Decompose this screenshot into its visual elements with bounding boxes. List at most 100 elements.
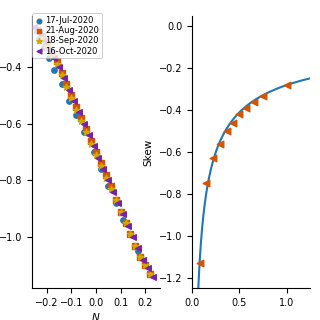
21-Aug-2020 <box>148 271 153 276</box>
Point <box>244 106 249 111</box>
17-Jul-2020 <box>121 218 126 223</box>
21-Aug-2020 <box>84 127 89 132</box>
17-Jul-2020 <box>66 99 71 104</box>
16-Oct-2020 <box>32 25 37 30</box>
16-Oct-2020 <box>125 223 131 228</box>
16-Oct-2020 <box>145 266 150 271</box>
X-axis label: N: N <box>92 313 100 320</box>
17-Jul-2020 <box>143 263 148 268</box>
21-Aug-2020 <box>34 28 39 33</box>
18-Sep-2020 <box>108 186 113 191</box>
18-Sep-2020 <box>118 209 123 214</box>
17-Jul-2020 <box>52 67 57 72</box>
18-Sep-2020 <box>34 28 39 33</box>
17-Jul-2020 <box>128 232 133 237</box>
18-Sep-2020 <box>69 96 74 101</box>
17-Jul-2020 <box>74 113 79 118</box>
18-Sep-2020 <box>49 53 54 58</box>
21-Aug-2020 <box>98 161 103 166</box>
18-Sep-2020 <box>59 73 64 78</box>
21-Aug-2020 <box>128 232 133 237</box>
18-Sep-2020 <box>44 44 49 50</box>
18-Sep-2020 <box>138 254 143 260</box>
17-Jul-2020 <box>91 149 96 155</box>
21-Aug-2020 <box>44 42 49 47</box>
17-Jul-2020 <box>59 81 64 86</box>
21-Aug-2020 <box>108 183 113 188</box>
17-Jul-2020 <box>106 183 111 188</box>
Point <box>225 129 230 134</box>
17-Jul-2020 <box>37 36 42 41</box>
21-Aug-2020 <box>103 172 108 177</box>
17-Jul-2020 <box>113 200 118 205</box>
16-Oct-2020 <box>96 155 101 160</box>
Point <box>197 260 202 266</box>
16-Oct-2020 <box>86 132 91 138</box>
16-Oct-2020 <box>101 166 106 172</box>
18-Sep-2020 <box>123 220 128 225</box>
17-Jul-2020 <box>42 44 47 50</box>
21-Aug-2020 <box>143 263 148 268</box>
Point <box>260 93 266 98</box>
17-Jul-2020 <box>98 166 103 172</box>
16-Oct-2020 <box>106 178 111 183</box>
21-Aug-2020 <box>79 116 84 121</box>
18-Sep-2020 <box>148 271 153 276</box>
18-Sep-2020 <box>93 152 99 157</box>
16-Oct-2020 <box>42 39 47 44</box>
17-Jul-2020 <box>135 249 140 254</box>
18-Sep-2020 <box>79 118 84 124</box>
21-Aug-2020 <box>64 81 69 86</box>
16-Oct-2020 <box>150 274 155 279</box>
21-Aug-2020 <box>39 33 44 38</box>
18-Sep-2020 <box>39 36 44 41</box>
17-Jul-2020 <box>81 130 86 135</box>
Legend: 17-Jul-2020, 21-Aug-2020, 18-Sep-2020, 16-Oct-2020: 17-Jul-2020, 21-Aug-2020, 18-Sep-2020, 1… <box>32 13 102 58</box>
16-Oct-2020 <box>91 144 96 149</box>
18-Sep-2020 <box>64 84 69 89</box>
21-Aug-2020 <box>133 243 138 248</box>
16-Oct-2020 <box>37 30 42 36</box>
16-Oct-2020 <box>116 200 121 205</box>
Point <box>251 99 256 104</box>
18-Sep-2020 <box>89 141 94 146</box>
17-Jul-2020 <box>47 56 52 61</box>
16-Oct-2020 <box>135 246 140 251</box>
21-Aug-2020 <box>59 70 64 75</box>
21-Aug-2020 <box>113 198 118 203</box>
18-Sep-2020 <box>98 164 103 169</box>
Point <box>230 120 235 125</box>
Point <box>204 181 209 186</box>
21-Aug-2020 <box>138 254 143 260</box>
Y-axis label: Skew: Skew <box>143 138 153 166</box>
18-Sep-2020 <box>143 263 148 268</box>
18-Sep-2020 <box>103 175 108 180</box>
21-Aug-2020 <box>49 50 54 55</box>
16-Oct-2020 <box>130 235 135 240</box>
21-Aug-2020 <box>74 104 79 109</box>
16-Oct-2020 <box>111 189 116 194</box>
18-Sep-2020 <box>133 243 138 248</box>
Point <box>210 156 215 161</box>
21-Aug-2020 <box>89 138 94 143</box>
18-Sep-2020 <box>54 62 59 67</box>
21-Aug-2020 <box>93 149 99 155</box>
21-Aug-2020 <box>118 209 123 214</box>
18-Sep-2020 <box>74 107 79 112</box>
16-Oct-2020 <box>66 87 71 92</box>
16-Oct-2020 <box>71 99 76 104</box>
Point <box>237 112 242 117</box>
16-Oct-2020 <box>140 257 145 262</box>
16-Oct-2020 <box>81 121 86 126</box>
21-Aug-2020 <box>123 220 128 225</box>
16-Oct-2020 <box>61 76 67 81</box>
Point <box>218 141 223 146</box>
16-Oct-2020 <box>52 56 57 61</box>
16-Oct-2020 <box>57 64 62 69</box>
16-Oct-2020 <box>121 212 126 217</box>
Point <box>284 83 289 88</box>
18-Sep-2020 <box>128 232 133 237</box>
16-Oct-2020 <box>47 47 52 52</box>
18-Sep-2020 <box>84 130 89 135</box>
16-Oct-2020 <box>76 110 81 115</box>
